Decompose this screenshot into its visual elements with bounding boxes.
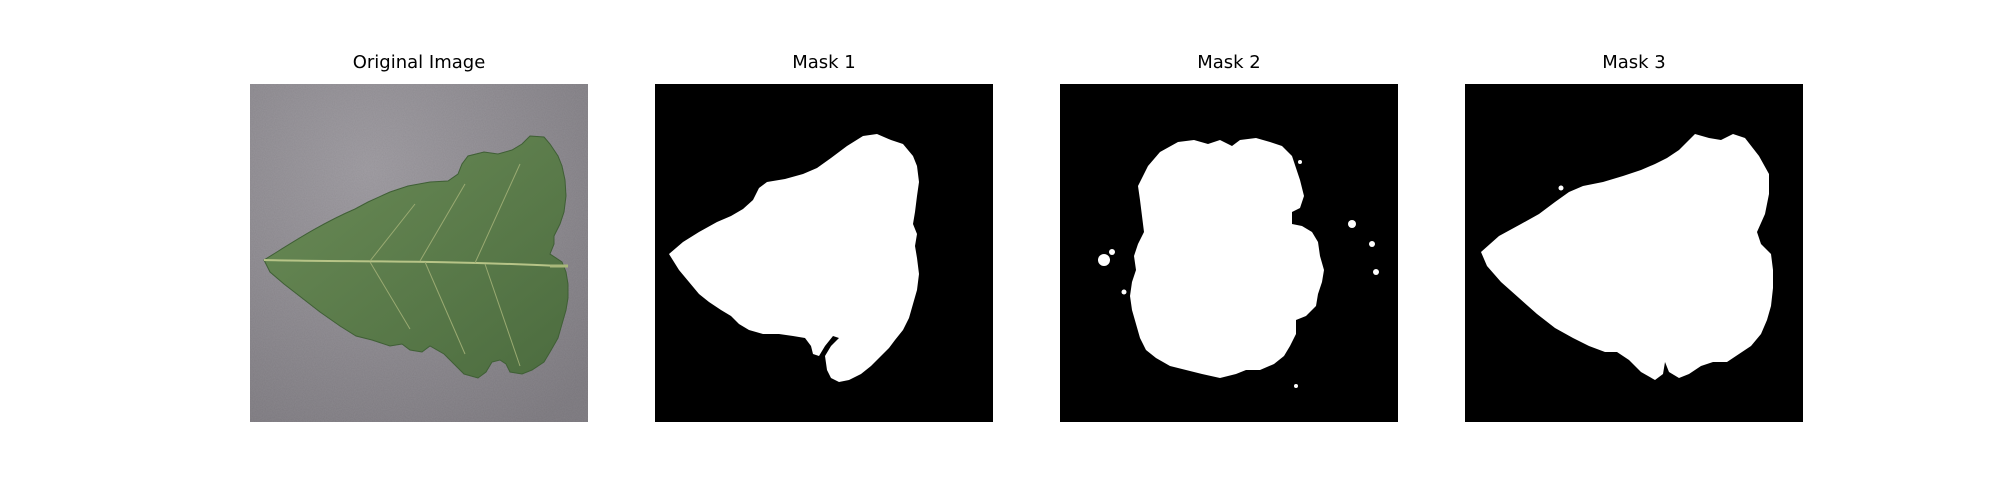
leaf-vein: [369, 203, 416, 262]
panel-title: Mask 2: [1197, 52, 1261, 73]
mask-speck: [1098, 254, 1110, 266]
mask-speck: [1121, 289, 1127, 295]
mask-1-image: [655, 84, 993, 422]
mask-speck: [1109, 249, 1115, 255]
mask-speck: [1298, 160, 1302, 164]
leaf-vein: [474, 163, 521, 264]
leaf-shape: [263, 135, 569, 379]
mask-region: [669, 134, 919, 382]
leaf-midrib: [263, 259, 561, 267]
mask-speck: [1348, 220, 1356, 228]
mask-speck: [1294, 384, 1298, 388]
mask-3-image: [1465, 84, 1803, 422]
panel-title: Original Image: [352, 52, 486, 73]
mask-region: [1130, 138, 1324, 378]
mask-region: [1481, 134, 1773, 380]
mask-speck: [1373, 269, 1379, 275]
mask-speck: [1369, 241, 1375, 247]
original-leaf-photo: [250, 84, 588, 422]
mask-speck: [1558, 185, 1564, 191]
panel-title: Mask 1: [792, 52, 856, 73]
leaf-vein: [369, 261, 411, 330]
mask-2-image: [1060, 84, 1398, 422]
panel-title: Mask 3: [1602, 52, 1666, 73]
leaf-vein: [484, 263, 521, 367]
leaf-vein: [424, 261, 466, 355]
leaf-vein: [419, 183, 466, 262]
